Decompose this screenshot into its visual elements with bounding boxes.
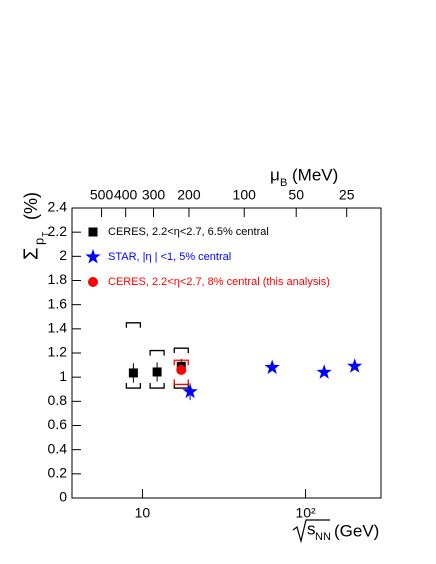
sys-bracket-high xyxy=(149,349,165,356)
y-title-subsub: T xyxy=(40,231,50,237)
x2-axis-title: μ B (MeV) xyxy=(270,165,338,188)
x2-tick-label: 100 xyxy=(233,187,257,203)
sys-bracket-high xyxy=(173,359,189,366)
sys-bracket-high xyxy=(173,347,189,354)
y-tick-label: 1 xyxy=(59,368,67,384)
y-tick-label: 2 xyxy=(59,247,67,263)
sys-bracket-high xyxy=(125,322,142,328)
y-tick-label: 2.2 xyxy=(48,223,68,239)
legend-marker xyxy=(85,249,101,264)
y-tick-label: 0.8 xyxy=(48,392,68,408)
x2-tick-label: 300 xyxy=(142,187,166,203)
star-marker xyxy=(264,359,280,374)
y-tick-label: 0.2 xyxy=(48,465,68,481)
y-tick-label: 0.4 xyxy=(48,440,68,456)
x-tick-label: 10² xyxy=(295,505,316,521)
x2-tick-label: 25 xyxy=(339,187,355,203)
star-marker xyxy=(347,358,363,373)
x2-tick-label: 400 xyxy=(114,187,138,203)
sys-bracket-low xyxy=(125,383,142,389)
y-axis-title: Σ p T (%) xyxy=(20,192,50,260)
y-tick-label: 1.2 xyxy=(48,344,68,360)
star-marker xyxy=(316,364,332,379)
x-tick-label: 10 xyxy=(135,505,151,521)
y-tick-label: 1.4 xyxy=(48,320,68,336)
y-tick-label: 2.4 xyxy=(48,199,68,215)
legend-label: STAR, |η | <1, 5% central xyxy=(108,251,231,263)
x2-tick-label: 500 xyxy=(90,187,114,203)
x2-tick-label: 200 xyxy=(177,187,201,203)
x2-title-sub: B xyxy=(280,177,287,189)
legend-label: CERES, 2.2<η<2.7, 8% central (this analy… xyxy=(108,276,330,288)
sys-bracket-low xyxy=(173,379,189,386)
y-tick-label: 1.6 xyxy=(48,295,68,311)
x2-title-unit: (MeV) xyxy=(292,165,338,184)
legend-marker xyxy=(88,277,98,287)
y-title-symbol: Σ xyxy=(20,248,42,260)
y-title-unit: (%) xyxy=(21,192,41,220)
square-marker xyxy=(128,368,138,378)
y-tick-label: 0 xyxy=(59,489,67,505)
square-marker xyxy=(152,367,162,377)
x2-tick-label: 50 xyxy=(288,187,304,203)
x-title-radicand: s xyxy=(307,519,316,538)
sys-bracket-low xyxy=(173,383,189,389)
legend-marker xyxy=(88,227,98,237)
x-title-sub: NN xyxy=(315,531,331,543)
y-tick-label: 0.6 xyxy=(48,416,68,432)
legend-label: CERES, 2.2<η<2.7, 6.5% central xyxy=(108,226,269,238)
circle-marker xyxy=(176,364,187,375)
sys-bracket-low xyxy=(149,383,165,389)
star-marker xyxy=(182,383,198,399)
x-title-unit: (GeV) xyxy=(334,521,379,540)
y-tick-label: 1.8 xyxy=(48,271,68,287)
x-axis-title: s NN (GeV) xyxy=(292,519,379,544)
radical-sign xyxy=(292,519,330,544)
x2-title-symbol: μ xyxy=(270,165,280,184)
y-title-sub: p xyxy=(31,238,46,245)
